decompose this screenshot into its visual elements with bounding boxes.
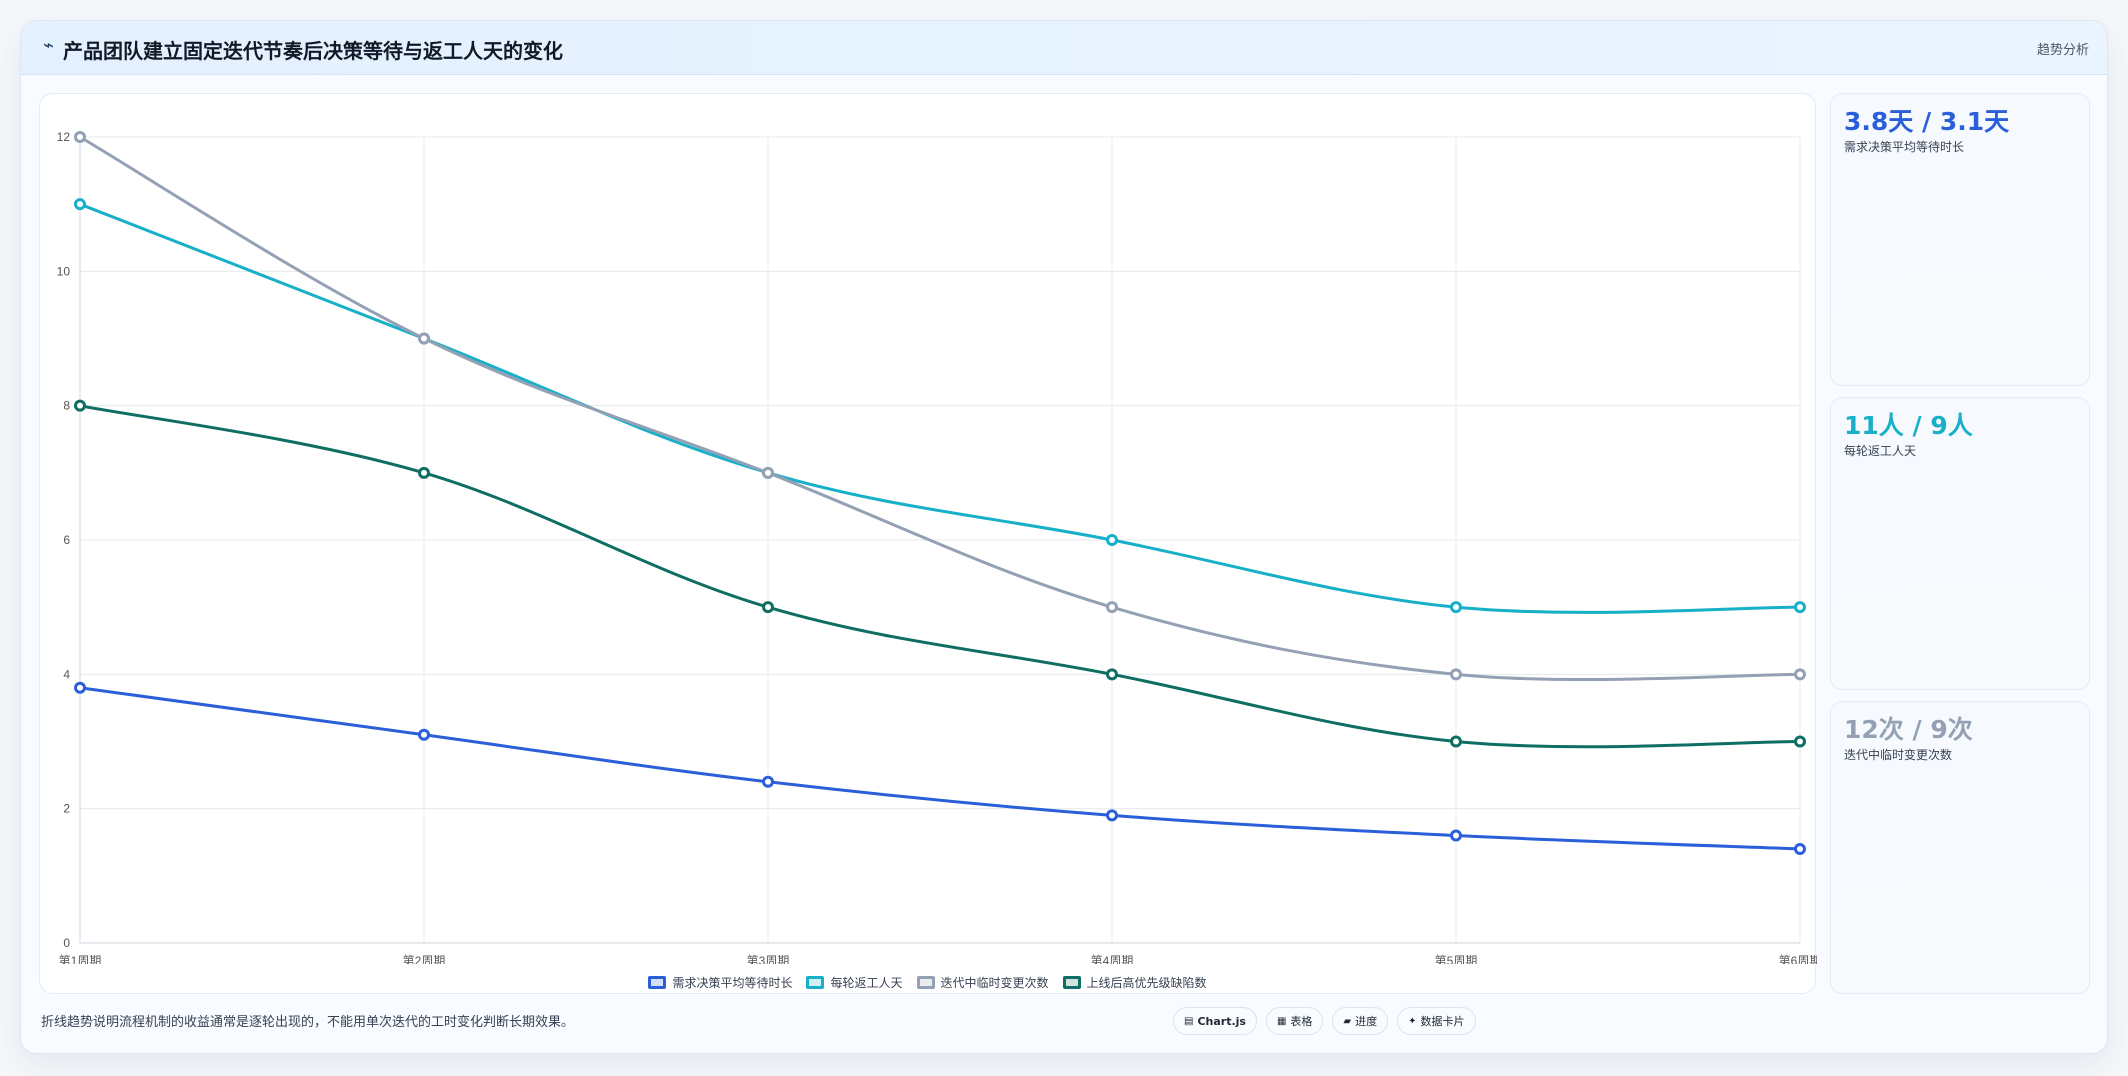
data-point (1450, 829, 1462, 842)
series-line-3 (79, 135, 1801, 682)
data-point (74, 198, 86, 211)
legend-item-1[interactable]: 需求决策平均等待时长 (648, 972, 792, 992)
legend-item-3[interactable]: 迭代中临时变更次数 (916, 972, 1049, 992)
data-point (762, 601, 774, 614)
dashboard-frame: ⌁ 产品团队建立固定迭代节奏后决策等待与返工人天的变化 趋势分析 0 2 4 6 8 10… (20, 20, 2108, 1054)
x-tick-label: 第5周期 (1435, 954, 1478, 964)
legend-label: 上线后高优先级缺陷数 (1086, 975, 1207, 990)
chartjs-pill-button[interactable]: ▤ Chart.js (1173, 1007, 1257, 1035)
data-point (1106, 601, 1118, 614)
legend-label: 迭代中临时变更次数 (940, 975, 1049, 990)
kpi-value: 12次 / 9次 (1844, 715, 1973, 744)
card-icon: ✦ (1408, 1015, 1417, 1027)
kpi-label: 需求决策平均等待时长 (1844, 140, 1965, 154)
line-chart: 0 2 4 6 8 10 12 第1周期 第2周期 第3周期 第4周期 第5周期 第6周期 (57, 130, 1817, 964)
data-point (762, 466, 774, 479)
footer-note: 折线趋势说明流程机制的收益通常是逐轮出现的，不能用单次迭代的工时变化判断长期效果… (41, 1015, 575, 1030)
page-title: 产品团队建立固定迭代节奏后决策等待与返工人天的变化 (63, 39, 563, 63)
pill-label: Chart.js (1197, 1014, 1246, 1028)
pill-label: 表格 (1290, 1015, 1313, 1028)
table-icon: ▦ (1276, 1015, 1287, 1027)
y-tick-label: 10 (57, 264, 71, 278)
series-line-4 (79, 404, 1801, 749)
kpi-label: 每轮返工人天 (1844, 444, 1917, 458)
data-point (1106, 534, 1118, 546)
x-tick-label: 第4周期 (1091, 954, 1134, 964)
chart-card: 0 2 4 6 8 10 12 第1周期 第2周期 第3周期 第4周期 第5周期 第6周期 需求决策平均… (39, 93, 1817, 994)
data-point (74, 681, 86, 694)
legend-swatch (1062, 975, 1081, 989)
header-bar: ⌁ 产品团队建立固定迭代节奏后决策等待与返工人天的变化 趋势分析 (21, 21, 2107, 75)
card-pill-button[interactable]: ✦ 数据卡片 (1397, 1007, 1476, 1035)
data-point (1450, 601, 1462, 614)
legend-label: 每轮返工人天 (830, 975, 903, 990)
data-point (74, 399, 86, 412)
table-pill-button[interactable]: ▦ 表格 (1265, 1007, 1324, 1035)
y-tick-label: 12 (57, 130, 71, 144)
x-tick-label: 第3周期 (747, 954, 790, 964)
progress-pill-button[interactable]: ▰ 进度 (1332, 1007, 1389, 1035)
x-tick-label: 第1周期 (59, 954, 102, 964)
data-point (1106, 809, 1118, 822)
data-point (418, 728, 430, 741)
x-tick-label: 第6周期 (1779, 954, 1817, 964)
y-tick-label: 6 (63, 533, 70, 547)
legend-swatch (916, 975, 935, 989)
pill-label: 数据卡片 (1420, 1015, 1465, 1028)
data-point (1794, 842, 1806, 855)
data-point (418, 466, 430, 479)
data-point (1794, 668, 1806, 681)
kpi-card-changes: 12次 / 9次 迭代中临时变更次数 (1830, 701, 2090, 994)
series-line-2 (79, 202, 1801, 614)
trend-line-icon: ⌁ (43, 35, 54, 56)
data-point (418, 332, 430, 345)
series-line-1 (79, 686, 1801, 851)
legend-item-4[interactable]: 上线后高优先级缺陷数 (1062, 972, 1207, 992)
legend-swatch (648, 975, 667, 989)
progress-icon: ▰ (1343, 1015, 1352, 1027)
header-tag: 趋势分析 (2036, 43, 2089, 58)
y-tick-label: 2 (63, 802, 70, 816)
y-tick-label: 8 (63, 399, 70, 413)
kpi-value: 11人 / 9人 (1844, 411, 1973, 440)
x-tick-label: 第2周期 (403, 954, 446, 964)
legend-item-2[interactable]: 每轮返工人天 (806, 972, 903, 992)
view-switcher: ▤ Chart.js ▦ 表格 ▰ 进度 ✦ 数据卡片 (1173, 1007, 1476, 1035)
data-point (1450, 668, 1462, 681)
kpi-value: 3.8天 / 3.1天 (1844, 107, 2010, 136)
chart-icon: ▤ (1184, 1015, 1194, 1027)
y-tick-label: 4 (63, 667, 70, 681)
data-point (762, 775, 774, 788)
kpi-label: 迭代中临时变更次数 (1844, 748, 1953, 762)
data-point (1450, 735, 1462, 748)
data-point (74, 131, 86, 143)
data-point (1106, 668, 1118, 681)
data-point (1794, 601, 1806, 614)
chart-legend: 需求决策平均等待时长 每轮返工人天 迭代中临时变更次数 上线后高优先级缺陷数 (40, 972, 1815, 992)
pill-label: 进度 (1355, 1015, 1378, 1028)
kpi-card-rework: 11人 / 9人 每轮返工人天 (1830, 397, 2090, 690)
legend-swatch (806, 975, 825, 989)
y-tick-label: 0 (63, 936, 70, 950)
kpi-card-wait: 3.8天 / 3.1天 需求决策平均等待时长 (1830, 93, 2090, 386)
data-point (1794, 735, 1806, 748)
legend-label: 需求决策平均等待时长 (672, 975, 793, 990)
